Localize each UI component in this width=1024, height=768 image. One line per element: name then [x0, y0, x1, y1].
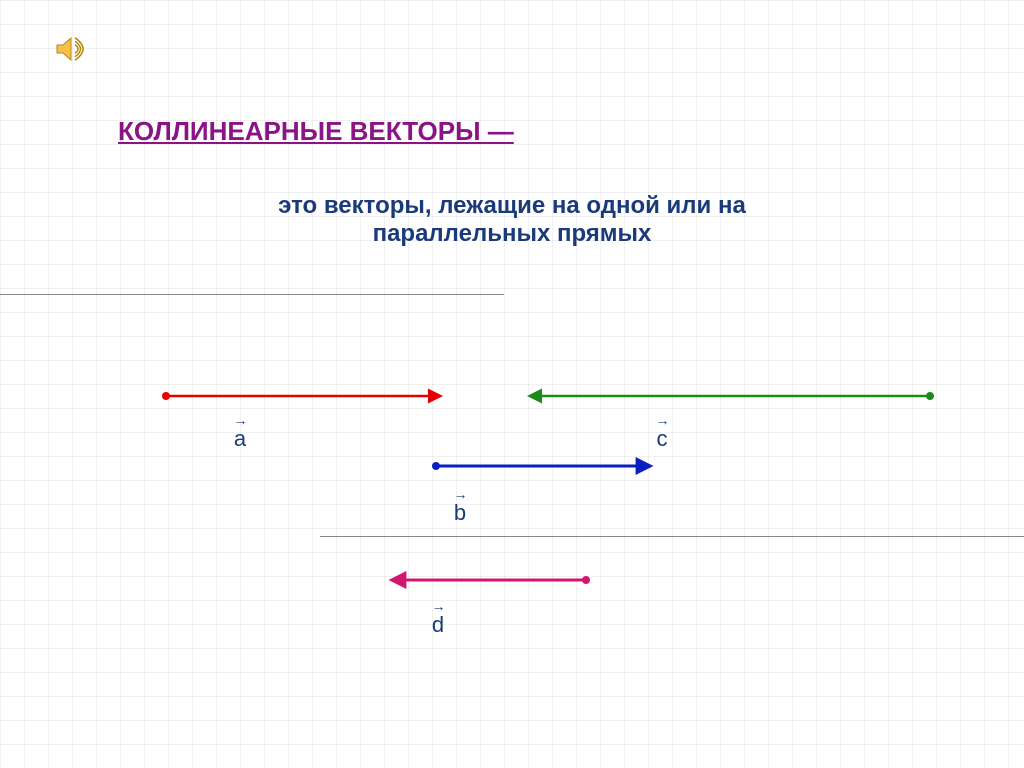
vector-arrow-icon: → [234, 412, 247, 428]
vector-label-c: →c [652, 426, 672, 452]
vector-label-b: →b [450, 500, 470, 526]
vector-label-text: a [234, 426, 246, 451]
vector-arrow-icon: → [432, 598, 445, 614]
vector-label-d: →d [428, 612, 448, 638]
vector-arrow-icon: → [454, 486, 467, 502]
vector-label-text: d [432, 612, 444, 637]
vector-arrow-icon: → [656, 412, 669, 428]
vectors-diagram [0, 0, 1024, 768]
vector-c [530, 392, 934, 400]
vector-d [392, 576, 590, 584]
vector-label-text: b [454, 500, 466, 525]
vector-label-text: c [657, 426, 668, 451]
vector-b [432, 462, 650, 470]
vector-a [162, 392, 440, 400]
vector-label-a: →a [230, 426, 250, 452]
